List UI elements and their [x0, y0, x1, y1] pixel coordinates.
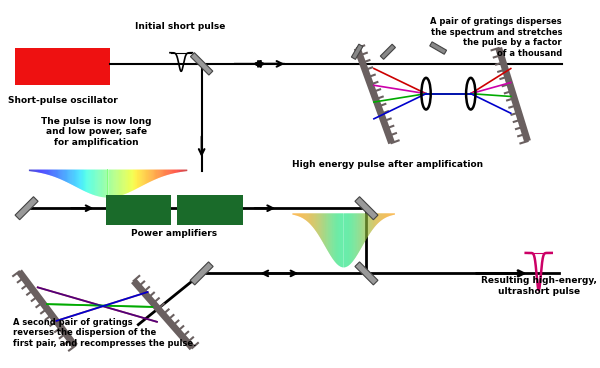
- Text: Resulting high-energy,
ultrashort pulse: Resulting high-energy, ultrashort pulse: [481, 276, 596, 296]
- Bar: [16, 48, 110, 85]
- Text: Short-pulse oscillator: Short-pulse oscillator: [8, 96, 118, 106]
- Text: High energy pulse after amplification: High energy pulse after amplification: [292, 160, 483, 169]
- Text: A pair of gratings disperses
the spectrum and stretches
the pulse by a factor
of: A pair of gratings disperses the spectru…: [430, 17, 562, 57]
- Polygon shape: [430, 42, 446, 54]
- Text: A second pair of gratings
reverses the dispersion of the
first pair, and recompr: A second pair of gratings reverses the d…: [13, 318, 196, 348]
- Polygon shape: [380, 44, 395, 59]
- Polygon shape: [355, 197, 378, 220]
- Polygon shape: [190, 262, 213, 285]
- Polygon shape: [355, 262, 378, 285]
- Bar: [178, 195, 242, 225]
- Text: Power amplifiers: Power amplifiers: [131, 229, 217, 238]
- Bar: [106, 195, 171, 225]
- Polygon shape: [352, 44, 363, 59]
- Polygon shape: [190, 53, 213, 75]
- Text: The pulse is now long
and low power, safe
for amplification: The pulse is now long and low power, saf…: [41, 117, 152, 147]
- Polygon shape: [15, 197, 38, 220]
- Text: Initial short pulse: Initial short pulse: [135, 22, 226, 31]
